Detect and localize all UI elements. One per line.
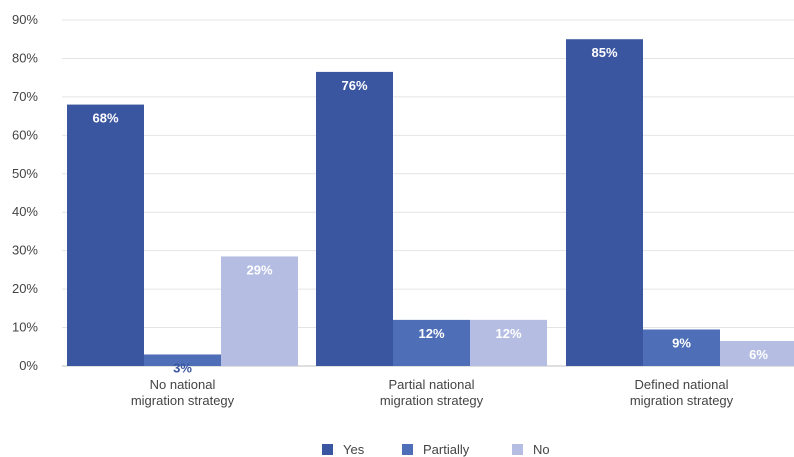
bar-yes — [566, 39, 643, 366]
bar-partially — [643, 329, 720, 366]
bar-yes — [316, 71, 393, 367]
legend-swatch-partially — [402, 444, 413, 455]
data-label: 76% — [341, 78, 367, 93]
legend-label-partially: Partially — [423, 442, 470, 457]
data-label: 85% — [591, 45, 617, 60]
data-label: 9% — [672, 335, 691, 350]
bar-yes — [67, 104, 144, 367]
y-tick-label: 40% — [12, 204, 38, 219]
data-label: 12% — [418, 326, 444, 341]
y-tick-label: 90% — [12, 12, 38, 27]
y-tick-label: 70% — [12, 89, 38, 104]
category-label: No national migration strategy — [131, 377, 235, 408]
y-tick-label: 80% — [12, 50, 38, 65]
bars — [67, 39, 794, 367]
gridlines — [62, 19, 794, 367]
bar-no — [470, 319, 547, 366]
category-label: Partial national migration strategy — [380, 377, 484, 408]
bar-partially — [393, 319, 470, 366]
data-label: 3% — [173, 360, 192, 375]
legend-swatch-no — [512, 444, 523, 455]
bar-no — [221, 256, 298, 366]
data-labels: 68% 76% 85% 3% 12% 9% 29% 12% 6% — [92, 45, 768, 375]
y-tick-label: 60% — [12, 127, 38, 142]
legend-swatch-yes — [322, 444, 333, 455]
y-tick-label: 30% — [12, 243, 38, 258]
y-tick-label: 10% — [12, 320, 38, 335]
data-label: 12% — [495, 326, 521, 341]
data-label: 68% — [92, 111, 118, 126]
y-tick-label: 20% — [12, 281, 38, 296]
legend-label-no: No — [533, 442, 550, 457]
data-label: 6% — [749, 347, 768, 362]
bar-no — [720, 341, 794, 366]
bar-partially — [144, 354, 221, 366]
y-tick-label: 0% — [19, 358, 38, 373]
data-label: 29% — [246, 262, 272, 277]
y-tick-label: 50% — [12, 166, 38, 181]
legend: Yes Partially No — [322, 442, 550, 457]
y-axis-tick-labels: 0% 10% 20% 30% 40% 50% 60% 70% 80% 90% — [12, 12, 38, 373]
x-axis-category-labels: No national migration strategy Partial nat… — [131, 377, 734, 408]
category-label: Defined national migration strategy — [630, 377, 734, 408]
legend-label-yes: Yes — [343, 442, 365, 457]
